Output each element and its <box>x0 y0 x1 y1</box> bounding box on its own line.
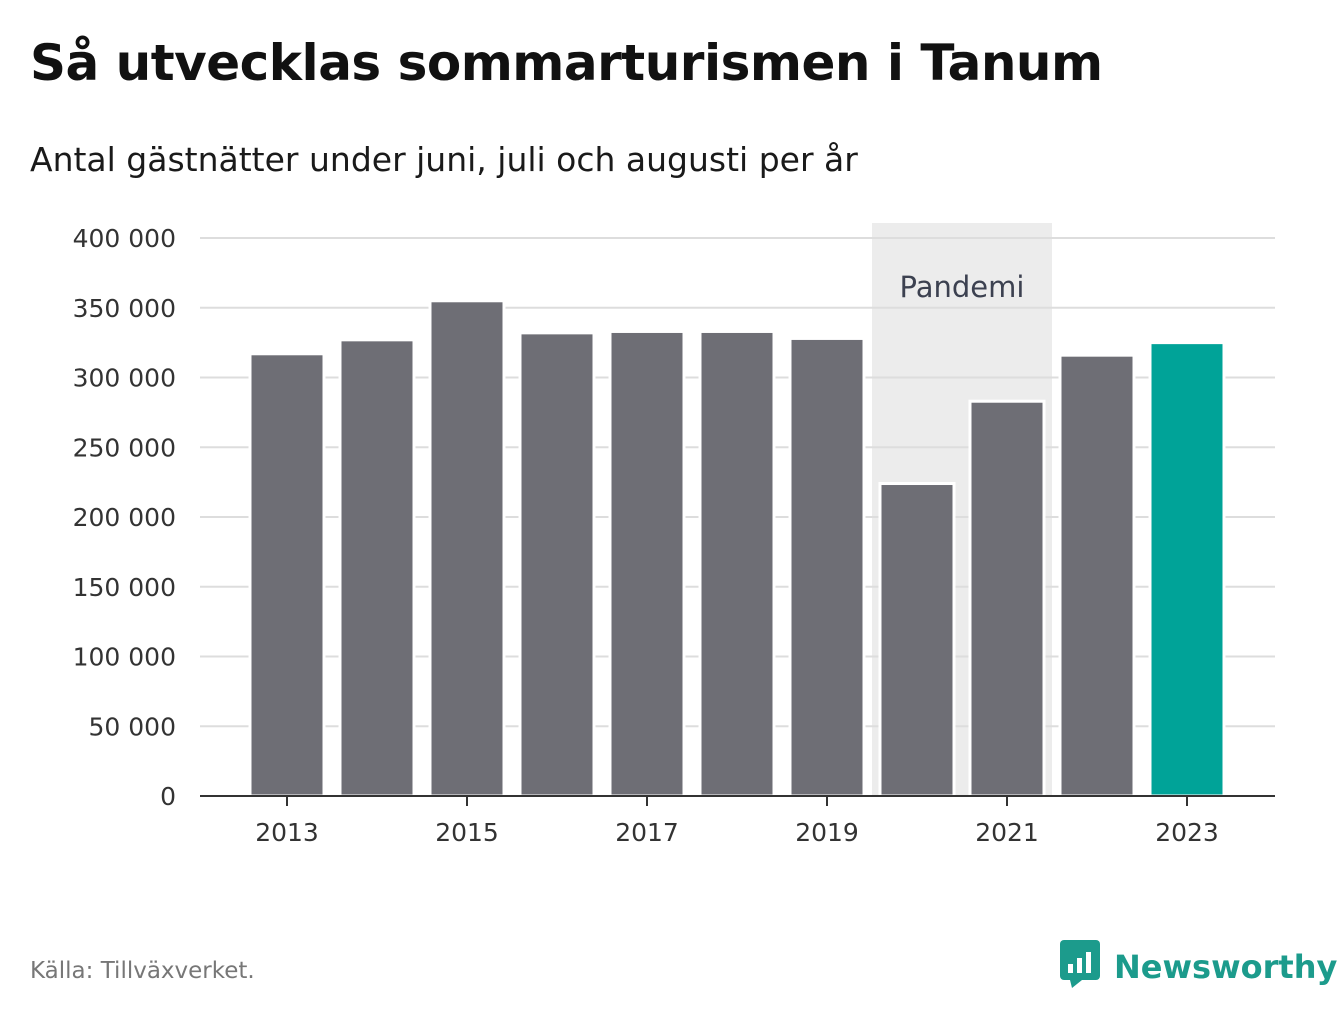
bar-chart: Pandemi 0 50 000 100 000 150 000 200 000 250 0… <box>73 223 1275 847</box>
bar-2023 <box>1148 341 1226 798</box>
bar-2017 <box>608 329 686 798</box>
brand-name: Newsworthy <box>1114 947 1338 986</box>
y-tick-label: 150 000 <box>73 573 176 602</box>
bar-2014 <box>338 338 416 798</box>
bar-2020 <box>878 482 956 798</box>
x-tick-label: 2013 <box>255 818 319 847</box>
chart-title: Så utvecklas sommarturismen i Tanum <box>30 34 1103 92</box>
x-tick-label: 2017 <box>615 818 679 847</box>
annotation-label: Pandemi <box>900 270 1025 304</box>
y-tick-label: 250 000 <box>73 433 176 462</box>
y-tick-label: 300 000 <box>73 364 176 393</box>
x-tick-label: 2021 <box>975 818 1039 847</box>
chart-subtitle: Antal gästnätter under juni, juli och au… <box>30 140 858 179</box>
y-tick-label: 100 000 <box>73 643 176 672</box>
source-note: Källa: Tillväxverket. <box>30 958 255 984</box>
brand-logo: Newsworthy <box>1060 940 1337 993</box>
bar-2016 <box>518 331 596 798</box>
bar-2018 <box>698 329 776 798</box>
y-tick-label: 200 000 <box>73 503 176 532</box>
y-tick-label: 0 <box>160 782 176 811</box>
x-tick-label: 2019 <box>795 818 859 847</box>
bar-2013 <box>248 352 326 798</box>
y-tick-label: 350 000 <box>73 294 176 323</box>
bar-2021 <box>968 399 1046 798</box>
bar-2019 <box>788 336 866 798</box>
y-tick-label: 400 000 <box>73 224 176 253</box>
x-tick-label: 2015 <box>435 818 499 847</box>
bar-2015 <box>428 299 506 798</box>
newsworthy-logo-icon <box>1060 940 1100 993</box>
bar-2022 <box>1058 353 1136 798</box>
x-tick-label: 2023 <box>1155 818 1219 847</box>
y-tick-label: 50 000 <box>89 712 176 741</box>
